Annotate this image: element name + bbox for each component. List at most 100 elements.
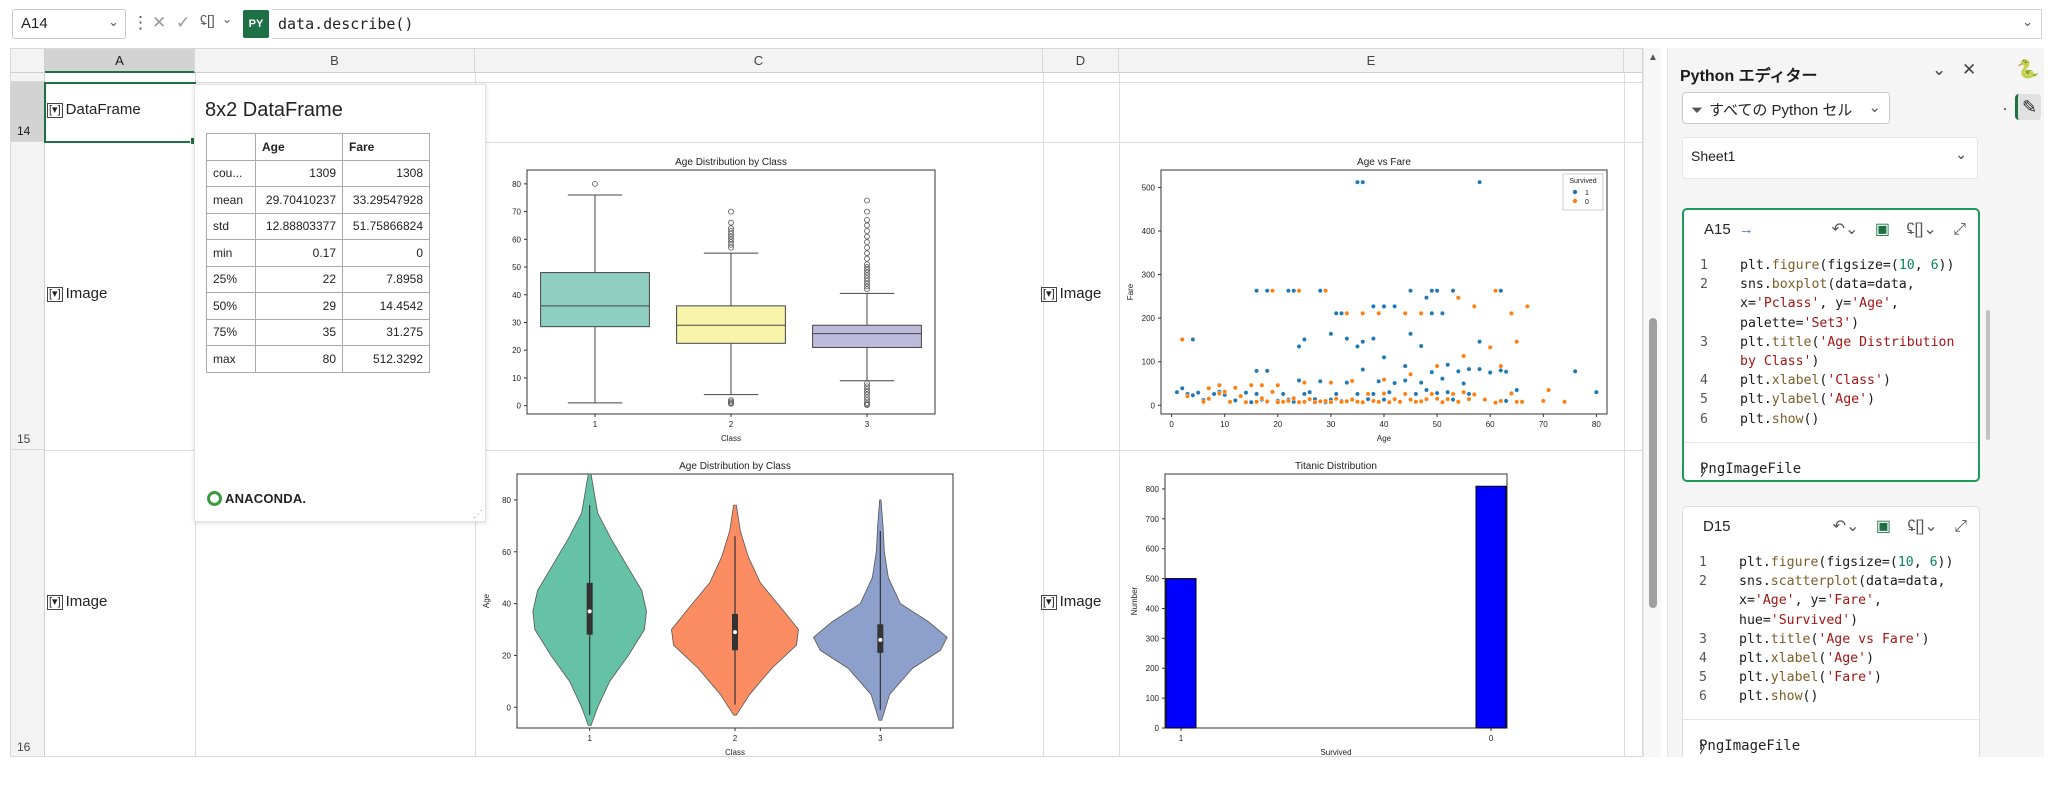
gridline [1043, 73, 1044, 756]
code-line: 6 plt.show() [1700, 411, 1820, 427]
expand-icon[interactable]: ⤢ [1953, 221, 1966, 238]
scrollbar-thumb[interactable] [1649, 318, 1657, 608]
column-header-c[interactable]: C [475, 49, 1043, 73]
python-output-icon[interactable]: ʢ[] [200, 12, 215, 28]
gridline [1119, 73, 1120, 756]
scatter-point [1524, 303, 1530, 309]
more-vertical-icon[interactable]: ⋮ [132, 13, 149, 32]
python-cell-filter-dropdown[interactable]: ⏷ すべての Python セル ⌄ [1682, 92, 1890, 124]
scatter-point [1206, 385, 1212, 391]
sheet-name: Sheet1 [1691, 148, 1736, 164]
scatter-point [1264, 288, 1270, 294]
box-outlier [864, 280, 870, 287]
cell-d15[interactable]: [▾] Image [1041, 285, 1102, 302]
table-cell: 7.8958 [342, 265, 430, 293]
box-outlier [864, 394, 870, 401]
python-output-icon[interactable]: ʢ[]⌄ [1907, 518, 1938, 535]
scatter-point [1455, 368, 1461, 374]
y-tick-label: 0 [1155, 724, 1160, 733]
undo-icon[interactable]: ↶⌄ [1831, 221, 1859, 238]
row-header-15[interactable]: 15 [11, 142, 45, 450]
scatter-point [1498, 363, 1504, 369]
bar [1475, 485, 1507, 729]
column-header-b[interactable]: B [195, 49, 475, 73]
python-editor-icon[interactable]: ✎ [2015, 94, 2041, 120]
box-outlier [592, 180, 598, 187]
python-output-icon[interactable]: ʢ[]⌄ [1906, 221, 1937, 238]
scatter-point [1333, 391, 1339, 397]
card-output[interactable]: PngImageFile 〉 [1684, 442, 1978, 480]
cell-a14[interactable]: [▾] DataFrame [47, 101, 141, 118]
column-header-d[interactable]: D [1043, 49, 1119, 73]
name-box[interactable]: A14 ⌄ [12, 9, 126, 39]
plot-frame [1164, 473, 1508, 729]
box-outlier [728, 233, 734, 240]
spreadsheet-grid[interactable]: A B C D E 14 15 16 [▾] DataFrame [▾] Image… [10, 48, 1643, 757]
scatter-point [1333, 396, 1339, 402]
scatter-point [1259, 382, 1265, 388]
python-cell-card-a15[interactable]: A15 → ↶⌄ ▣ ʢ[]⌄ ⤢ 1 plt.figure(figsize=(10… [1682, 208, 1990, 482]
column-header-e[interactable]: E [1119, 49, 1624, 73]
table-cell: 12.88803377 [255, 212, 343, 240]
legend-label: 0 [1585, 199, 1589, 206]
expand-icon[interactable]: ⤢ [1954, 518, 1967, 535]
column-header-a[interactable]: A [45, 49, 195, 73]
chevron-down-icon[interactable]: ⌄ [1932, 60, 1947, 79]
code-editor[interactable]: 1 plt.figure(figsize=(10, 6)) 2 sns.scatte… [1683, 553, 1979, 707]
chevron-down-icon[interactable]: ⌄ [108, 14, 119, 29]
gridline [1624, 73, 1625, 756]
card-cell-ref[interactable]: A15 → [1704, 221, 1754, 238]
scatter-point [1301, 380, 1307, 386]
row-header-16[interactable]: 16 [11, 450, 45, 756]
python-object-icon: [▾] [47, 103, 63, 118]
close-icon[interactable]: ✕ [1962, 60, 1977, 79]
table-cell: 29 [255, 292, 343, 320]
card-output[interactable]: PngImageFile 〉 [1683, 719, 1979, 757]
scatter-point [1418, 310, 1424, 316]
grid-vertical-scrollbar[interactable]: ▲ [1643, 48, 1661, 757]
scatter-point [1440, 376, 1445, 382]
formula-input[interactable]: data.describe() ⌄ [272, 9, 2042, 39]
scatter-point [1355, 391, 1360, 397]
enter-icon[interactable]: ✓ [176, 13, 191, 32]
box-outlier [728, 208, 734, 215]
scatter-point [1179, 337, 1185, 342]
row-header-13[interactable] [11, 73, 45, 82]
scroll-up-icon[interactable]: ▲ [1648, 52, 1658, 63]
save-icon[interactable]: ▣ [1875, 518, 1891, 535]
scatter-point [1291, 395, 1297, 401]
cell-d16[interactable]: [▾] Image [1041, 593, 1102, 610]
y-tick-label: 60 [512, 235, 521, 244]
python-badge: PY [243, 10, 269, 38]
violin-median [733, 630, 737, 635]
save-icon[interactable]: ▣ [1874, 221, 1890, 238]
scatter-point [1355, 399, 1360, 405]
scatter-point [1317, 288, 1323, 294]
scatter-point [1248, 382, 1254, 388]
chevron-down-icon[interactable]: ⌄ [1955, 146, 1967, 162]
box-outlier [864, 269, 870, 276]
sheet-section-header[interactable]: Sheet1 ⌄ [1682, 137, 1978, 179]
cancel-icon[interactable]: ✕ [152, 13, 167, 32]
scatter-point [1418, 343, 1424, 349]
pane-scrollbar-thumb[interactable] [1986, 310, 1990, 440]
cell-a15[interactable]: [▾] Image [47, 285, 108, 302]
resize-handle-icon[interactable]: ⋰ [473, 509, 483, 520]
cell-a16[interactable]: [▾] Image [47, 593, 108, 610]
chevron-down-icon[interactable]: ⌄ [222, 12, 233, 26]
formula-tools: ⋮ ✕ ✓ ʢ[] ⌄ [130, 9, 235, 39]
row-header-14[interactable]: 14 [11, 82, 45, 142]
column-header-f[interactable] [1624, 49, 1642, 73]
python-cell-card-d15[interactable]: D15 ↶⌄ ▣ ʢ[]⌄ ⤢ 1 plt.figure(figsize=(10,… [1682, 506, 1980, 757]
scatter-point [1450, 391, 1456, 397]
go-to-cell-icon[interactable]: → [1738, 221, 1754, 238]
undo-icon[interactable]: ↶⌄ [1832, 518, 1860, 535]
table-cell: 25% [206, 265, 256, 293]
card-cell-ref[interactable]: D15 [1703, 518, 1731, 535]
select-all-corner[interactable] [11, 49, 45, 73]
selected-cell-indicator [44, 82, 198, 145]
expand-formula-icon[interactable]: ⌄ [2022, 14, 2033, 29]
python-logo-icon[interactable]: 🐍 [2016, 59, 2040, 79]
code-editor[interactable]: 1 plt.figure(figsize=(10, 6)) 2 sns.boxplo… [1684, 256, 1978, 429]
table-cell: max [206, 345, 256, 373]
